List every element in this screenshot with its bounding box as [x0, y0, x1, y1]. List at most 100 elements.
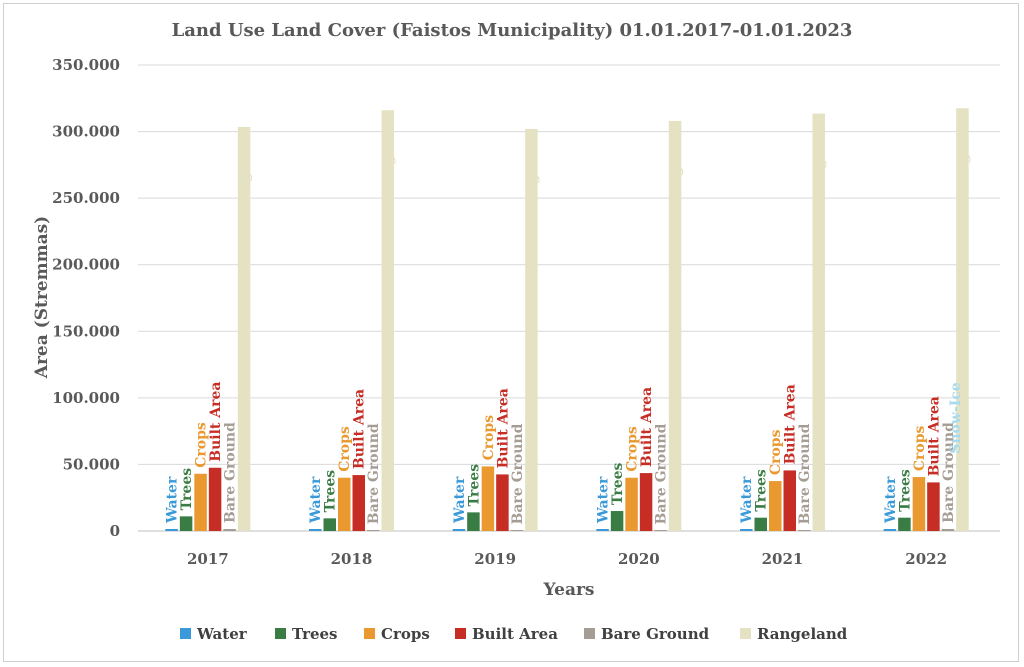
bar: [510, 530, 524, 531]
bar: [467, 512, 480, 531]
bar-data-label: Built Area: [208, 382, 224, 462]
bar-data-label: Built Area: [783, 384, 799, 464]
bar-data-label: Bare Ground: [510, 423, 526, 524]
legend-swatch: [584, 628, 595, 639]
bar-data-label: Trees: [897, 469, 913, 512]
legend-label: Crops: [381, 625, 430, 643]
legend-swatch: [455, 628, 466, 639]
bar: [165, 529, 178, 531]
bar-data-label: Built Area: [495, 388, 511, 468]
bar-data-label: Rangeland: [381, 112, 397, 196]
x-tick-label: 2017: [187, 550, 229, 568]
bar: [179, 516, 193, 531]
bar: [654, 530, 667, 531]
y-tick-label: 250.000: [52, 189, 120, 207]
bar-data-label: Crops: [337, 426, 353, 472]
bar-data-label: Trees: [754, 469, 770, 512]
bar-data-label: Built Area: [352, 389, 368, 469]
bar-data-label: Rangeland: [237, 129, 253, 213]
bar-data-label: Rangeland: [955, 110, 971, 194]
bar: [740, 529, 753, 531]
legend: Water Trees Crops Built Area Bare Ground Rang…: [180, 625, 848, 643]
bar-data-label: Crops: [194, 422, 210, 468]
chart-frame: [3, 3, 1019, 662]
bar: [237, 126, 251, 531]
legend-swatch: [180, 628, 191, 639]
bar: [769, 481, 782, 531]
bar-data-label: Crops: [912, 425, 928, 471]
x-axis-title: Years: [542, 580, 594, 600]
bar: [883, 529, 897, 531]
bar-data-label: Trees: [610, 462, 626, 505]
bar: [956, 108, 969, 532]
bar-data-label: Bare Ground: [797, 423, 813, 524]
y-tick-label: 200.000: [52, 256, 120, 274]
bar: [208, 467, 222, 531]
bar: [798, 530, 811, 531]
bar-data-label: Crops: [481, 415, 497, 461]
bars: [165, 108, 969, 532]
bar-data-label: Water: [452, 476, 468, 524]
legend-swatch: [275, 628, 286, 639]
bar-data-label: Trees: [179, 468, 195, 511]
bar-data-label: Built Area: [926, 396, 942, 476]
bar-data-label: Bare Ground: [366, 423, 382, 524]
bar: [912, 477, 926, 531]
bar: [367, 530, 380, 531]
bar: [610, 511, 624, 531]
legend-label: Bare Ground: [601, 625, 710, 643]
legend-label: Built Area: [472, 625, 558, 643]
bar-data-label: Water: [596, 476, 612, 524]
bar-data-label: Rangeland: [668, 123, 684, 207]
bar-data-label: Crops: [768, 429, 784, 475]
bar-data-label: Built Area: [639, 387, 655, 467]
x-tick-label: 2021: [762, 550, 804, 568]
bar: [452, 529, 466, 531]
x-tick-label: 2022: [905, 550, 947, 568]
annotation-label: Snow-Ice: [948, 382, 964, 454]
bar: [223, 529, 236, 531]
y-tick-label: 100.000: [52, 389, 120, 407]
bar: [783, 470, 796, 531]
bar-data-label: Water: [308, 476, 324, 524]
bar-data-label: Rangeland: [524, 131, 540, 215]
y-axis-ticks: 0 50.000 100.000 150.000 200.000 250.000 300.0…: [52, 56, 120, 540]
legend-label: Trees: [292, 625, 338, 643]
legend-label: Water: [196, 625, 248, 643]
bar-data-label: Rangeland: [812, 115, 828, 199]
legend-label: Rangeland: [757, 625, 848, 643]
gridlines: [138, 64, 1000, 532]
bar: [496, 474, 509, 531]
legend-swatch: [364, 628, 375, 639]
bar: [668, 120, 682, 532]
x-tick-label: 2020: [618, 550, 660, 568]
bar-data-label: Bare Ground: [941, 422, 957, 523]
bar: [338, 477, 351, 531]
bar: [625, 477, 638, 531]
bar: [639, 473, 653, 531]
x-tick-label: 2019: [474, 550, 516, 568]
bar: [812, 113, 825, 532]
bar: [309, 529, 322, 531]
legend-swatch: [740, 628, 751, 639]
y-tick-label: 300.000: [52, 123, 120, 141]
bar: [194, 473, 207, 531]
bar: [525, 128, 538, 531]
bar-data-label: Trees: [466, 464, 482, 507]
bar: [352, 475, 365, 531]
y-tick-label: 150.000: [52, 322, 120, 340]
bar: [941, 529, 955, 531]
y-tick-label: 350.000: [52, 56, 120, 74]
x-tick-label: 2018: [331, 550, 373, 568]
bar: [927, 482, 940, 531]
bar-data-label: Water: [165, 476, 181, 524]
bar-data-label: Bare Ground: [654, 423, 670, 524]
bar-data-label: Water: [739, 476, 755, 524]
y-tick-label: 0: [110, 522, 120, 540]
y-axis-title: Area (Stremmas): [32, 216, 52, 379]
bar: [381, 110, 394, 532]
y-tick-label: 50.000: [63, 455, 120, 473]
bar-data-label: Water: [883, 476, 899, 524]
